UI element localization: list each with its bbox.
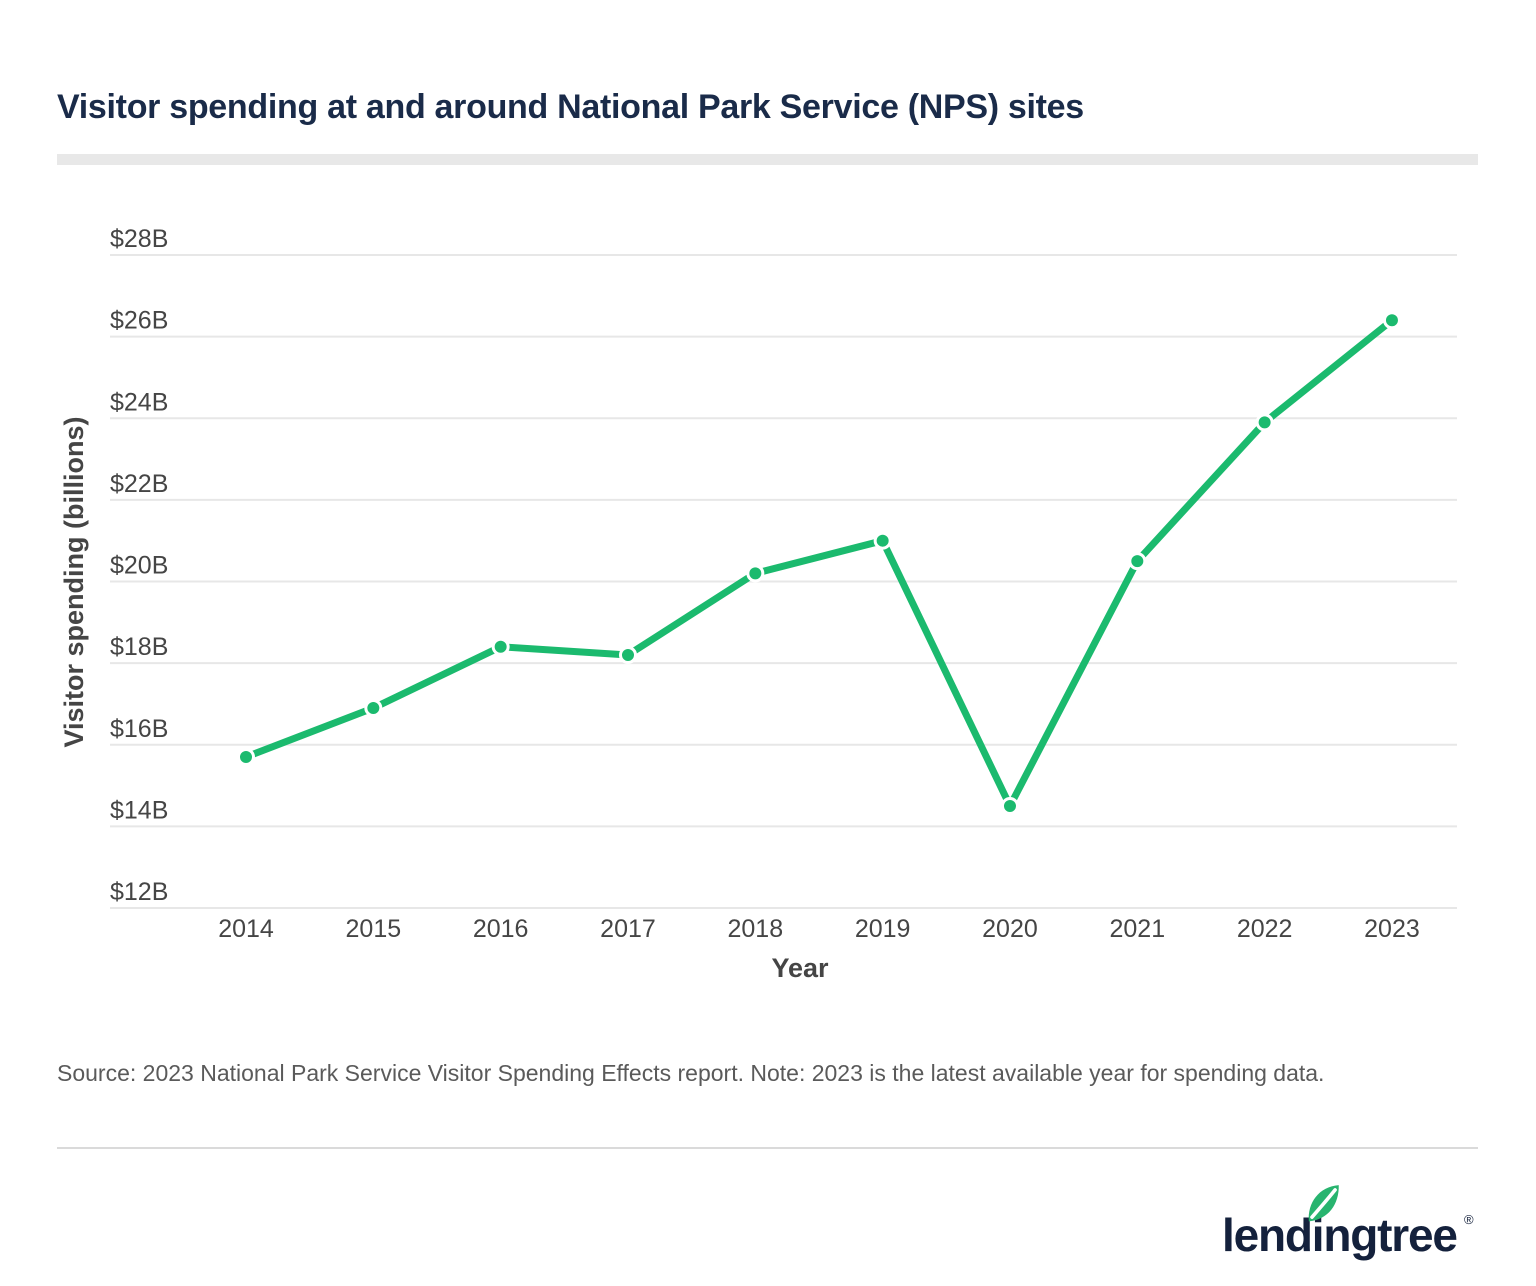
x-tick-label-2018: 2018 <box>728 915 784 943</box>
data-point-2014 <box>237 747 255 766</box>
x-tick-label-2016: 2016 <box>473 915 529 943</box>
lendingtree-logo: lendingtree ® <box>1222 1185 1502 1266</box>
y-tick-label-26b: $26B <box>110 307 168 335</box>
y-tick-label-16b: $16B <box>110 715 168 743</box>
data-point-2023 <box>1382 311 1401 330</box>
y-tick-label-12b: $12B <box>110 878 168 906</box>
title-underline-bar <box>57 154 1478 165</box>
data-point-2020 <box>1000 796 1019 815</box>
x-tick-label-2020: 2020 <box>982 915 1038 943</box>
footer-divider <box>57 1147 1478 1149</box>
data-point-2017 <box>618 645 637 664</box>
series-line-visitor-spending <box>242 316 1396 810</box>
leaf-icon <box>1308 1185 1339 1222</box>
x-axis-title: Year <box>771 953 829 983</box>
y-tick-label-24b: $24B <box>110 388 168 416</box>
registered-trademark-symbol: ® <box>1464 1212 1474 1227</box>
page-title: Visitor spending at and around National … <box>57 88 1084 126</box>
x-tick-label-2015: 2015 <box>346 915 402 943</box>
y-tick-label-18b: $18B <box>110 633 168 661</box>
data-point-2015 <box>364 699 383 718</box>
data-point-2022 <box>1255 413 1274 432</box>
y-axis-title: Visitor spending (billions) <box>59 416 89 747</box>
source-note: Source: 2023 National Park Service Visit… <box>57 1060 1325 1086</box>
x-tick-label-2022: 2022 <box>1237 915 1293 943</box>
data-point-2016 <box>491 637 510 656</box>
y-tick-label-22b: $22B <box>110 470 168 498</box>
x-tick-label-2021: 2021 <box>1109 915 1165 943</box>
x-tick-label-2019: 2019 <box>855 915 911 943</box>
x-tick-label-2023: 2023 <box>1364 915 1420 943</box>
y-tick-label-28b: $28B <box>110 225 168 253</box>
x-tick-label-2017: 2017 <box>600 915 656 943</box>
data-point-2021 <box>1128 552 1147 571</box>
visitor-spending-line-chart: $12B $14B $16B $18B $20B $22B $24B $26B $28B 2014… <box>59 225 1457 983</box>
x-tick-label-2014: 2014 <box>218 915 274 943</box>
data-point-2018 <box>746 564 765 583</box>
data-point-2019 <box>873 531 892 550</box>
y-tick-label-20b: $20B <box>110 552 168 580</box>
y-tick-label-14b: $14B <box>110 796 168 824</box>
lendingtree-wordmark: lendingtree <box>1222 1209 1458 1261</box>
